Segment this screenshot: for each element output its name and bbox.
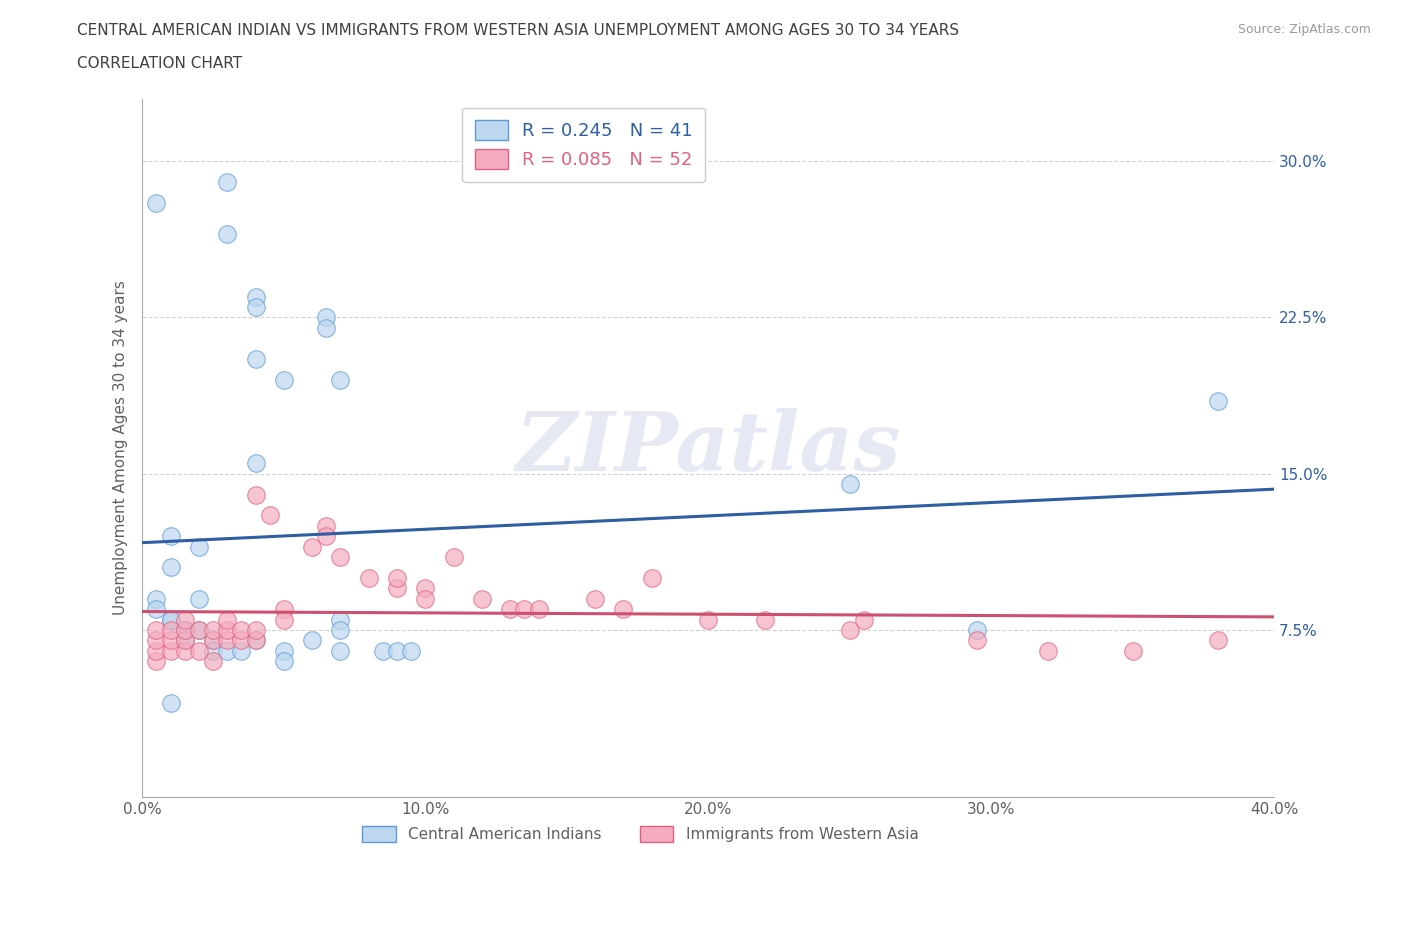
Point: [315, 321, 337, 336]
Point: [315, 529, 337, 544]
Point: [217, 633, 239, 648]
Point: [202, 654, 225, 669]
Point: [273, 373, 295, 388]
Point: [202, 633, 225, 648]
Point: [385, 581, 408, 596]
Point: [202, 644, 225, 658]
Point: [301, 539, 323, 554]
Point: [273, 602, 295, 617]
Point: [245, 487, 267, 502]
Point: [357, 570, 380, 585]
Text: ZIPatlas: ZIPatlas: [516, 407, 901, 487]
Point: [202, 633, 225, 648]
Point: [217, 622, 239, 637]
Point: [145, 591, 167, 606]
Point: [173, 644, 195, 658]
Point: [415, 581, 437, 596]
Point: [245, 289, 267, 304]
Text: CORRELATION CHART: CORRELATION CHART: [77, 56, 242, 71]
Point: [329, 550, 352, 565]
Point: [145, 633, 167, 648]
Point: [329, 644, 352, 658]
Point: [1036, 644, 1059, 658]
Point: [853, 612, 876, 627]
Point: [173, 622, 195, 637]
Point: [966, 633, 988, 648]
Point: [315, 518, 337, 533]
Point: [187, 591, 209, 606]
Point: [273, 612, 295, 627]
Point: [641, 570, 664, 585]
Point: [187, 644, 209, 658]
Text: Source: ZipAtlas.com: Source: ZipAtlas.com: [1237, 23, 1371, 36]
Point: [231, 644, 253, 658]
Point: [217, 175, 239, 190]
Point: [838, 622, 860, 637]
Point: [415, 591, 437, 606]
Point: [697, 612, 720, 627]
Legend: Central American Indians, Immigrants from Western Asia: Central American Indians, Immigrants fro…: [356, 820, 925, 848]
Point: [245, 456, 267, 471]
Point: [145, 622, 167, 637]
Point: [159, 529, 181, 544]
Point: [173, 622, 195, 637]
Point: [173, 633, 195, 648]
Point: [159, 622, 181, 637]
Point: [315, 310, 337, 325]
Point: [1206, 393, 1229, 408]
Point: [173, 622, 195, 637]
Point: [301, 633, 323, 648]
Point: [173, 612, 195, 627]
Y-axis label: Unemployment Among Ages 30 to 34 years: Unemployment Among Ages 30 to 34 years: [114, 280, 128, 615]
Point: [187, 622, 209, 637]
Point: [329, 612, 352, 627]
Point: [187, 622, 209, 637]
Point: [245, 633, 267, 648]
Point: [245, 622, 267, 637]
Point: [231, 633, 253, 648]
Point: [399, 644, 422, 658]
Point: [612, 602, 634, 617]
Point: [329, 373, 352, 388]
Point: [245, 633, 267, 648]
Point: [838, 477, 860, 492]
Point: [145, 644, 167, 658]
Point: [159, 560, 181, 575]
Point: [217, 644, 239, 658]
Point: [471, 591, 494, 606]
Point: [202, 622, 225, 637]
Point: [173, 633, 195, 648]
Point: [145, 654, 167, 669]
Point: [159, 612, 181, 627]
Point: [217, 612, 239, 627]
Point: [245, 299, 267, 314]
Point: [245, 352, 267, 366]
Point: [217, 227, 239, 242]
Point: [159, 696, 181, 711]
Point: [231, 622, 253, 637]
Point: [371, 644, 394, 658]
Point: [159, 633, 181, 648]
Point: [513, 602, 536, 617]
Point: [145, 602, 167, 617]
Point: [527, 602, 550, 617]
Point: [966, 622, 988, 637]
Point: [385, 644, 408, 658]
Point: [159, 644, 181, 658]
Point: [1206, 633, 1229, 648]
Point: [443, 550, 465, 565]
Point: [159, 612, 181, 627]
Point: [583, 591, 606, 606]
Point: [754, 612, 776, 627]
Point: [273, 654, 295, 669]
Point: [329, 622, 352, 637]
Point: [499, 602, 522, 617]
Point: [187, 539, 209, 554]
Point: [1122, 644, 1144, 658]
Text: CENTRAL AMERICAN INDIAN VS IMMIGRANTS FROM WESTERN ASIA UNEMPLOYMENT AMONG AGES : CENTRAL AMERICAN INDIAN VS IMMIGRANTS FR…: [77, 23, 959, 38]
Point: [145, 195, 167, 210]
Point: [273, 644, 295, 658]
Point: [259, 508, 281, 523]
Point: [385, 570, 408, 585]
